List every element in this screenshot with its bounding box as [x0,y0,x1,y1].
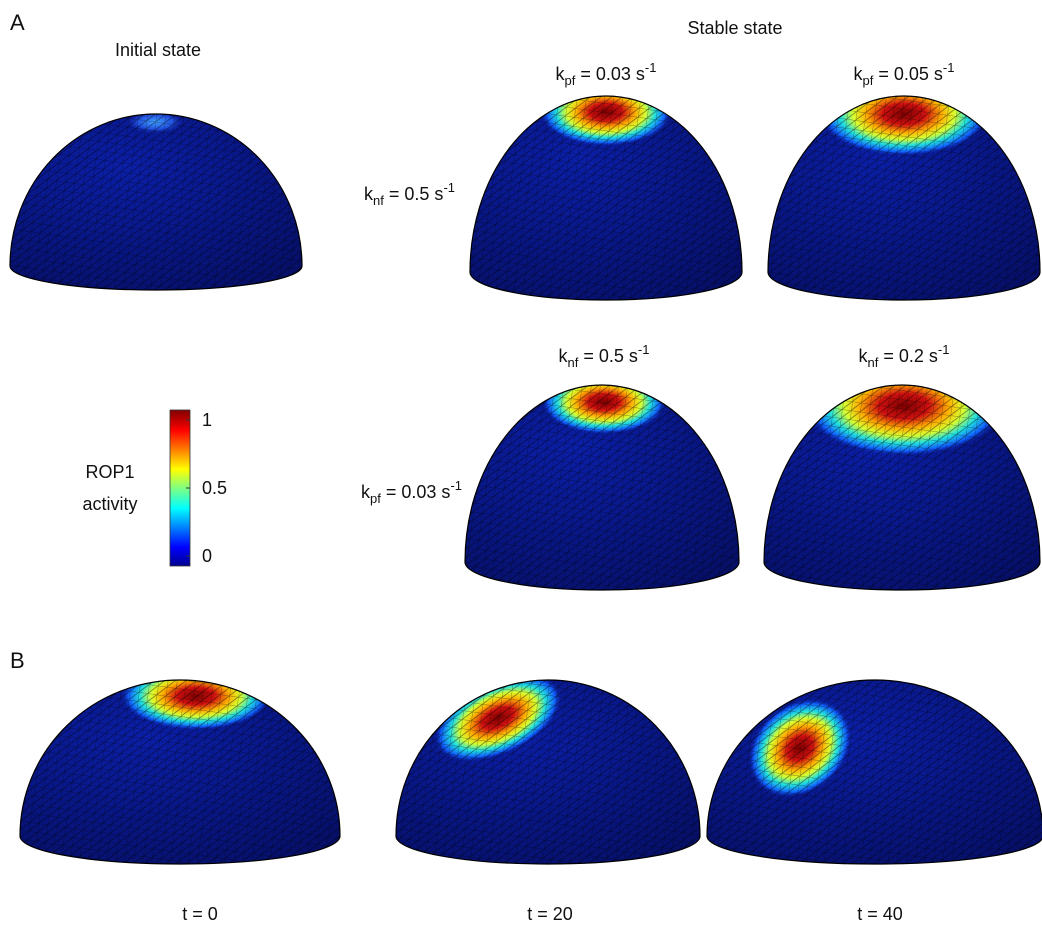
dome [396,680,700,864]
dome-mesh [470,96,742,300]
dome-outline [469,95,743,301]
parameter-label: kpf = 0.03 s-1 [361,478,462,506]
dome-outline [9,113,303,291]
parameter-label: knf = 0.2 s-1 [859,342,950,370]
superscript: -1 [443,180,455,195]
dome-mesh [764,385,1040,590]
colorbar-label: activity [82,494,137,514]
symbol: k [361,482,371,502]
dome-mesh [396,680,700,864]
value: = 0.03 s [381,482,451,502]
symbol: k [364,184,374,204]
symbol: k [859,346,869,366]
dome-mesh [707,680,1042,864]
value: = 0.05 s [873,64,943,84]
parameter-label: kpf = 0.05 s-1 [854,60,955,88]
time-caption: t = 20 [527,904,573,924]
dome-mesh [465,385,739,590]
dome-outline [767,95,1041,301]
value: = 0.5 s [578,346,638,366]
parameter-label: knf = 0.5 s-1 [364,180,455,208]
value: = 0.5 s [384,184,444,204]
symbol: k [556,64,566,84]
subscript: nf [568,355,579,370]
time-caption: t = 40 [857,904,903,924]
dome-outline [19,679,341,865]
dome [707,680,1042,864]
panel-label: B [10,648,25,673]
subscript: nf [373,193,384,208]
dome-mesh [768,96,1040,300]
subscript: nf [868,355,879,370]
dome-mesh [10,114,302,290]
superscript: -1 [645,60,657,75]
colorbar-label: ROP1 [85,462,134,482]
symbol: k [854,64,864,84]
dome [10,114,302,290]
superscript: -1 [450,478,462,493]
colorbar-tick-label: 1 [202,410,212,430]
time-caption: t = 0 [182,904,218,924]
colorbar-tick-label: 0 [202,546,212,566]
superscript: -1 [638,342,650,357]
dome [764,385,1040,590]
parameter-label: knf = 0.5 s-1 [559,342,650,370]
subscript: pf [370,491,381,506]
subscript: pf [565,73,576,88]
column-title: Initial state [115,40,201,60]
dome-outline [395,679,701,865]
superscript: -1 [938,342,950,357]
dome-outline [763,384,1041,591]
subscript: pf [863,73,874,88]
symbol: k [559,346,569,366]
dome [470,96,742,300]
colorbar-tick-label: 0.5 [202,478,227,498]
value: = 0.03 s [575,64,645,84]
parameter-label: kpf = 0.03 s-1 [556,60,657,88]
dome-outline [464,384,740,591]
dome [20,680,340,864]
dome-mesh [20,680,340,864]
dome [768,96,1040,300]
superscript: -1 [943,60,955,75]
value: = 0.2 s [878,346,938,366]
column-title: Stable state [687,18,782,38]
dome-outline [706,679,1042,865]
panel-label: A [10,10,25,35]
dome [465,385,739,590]
